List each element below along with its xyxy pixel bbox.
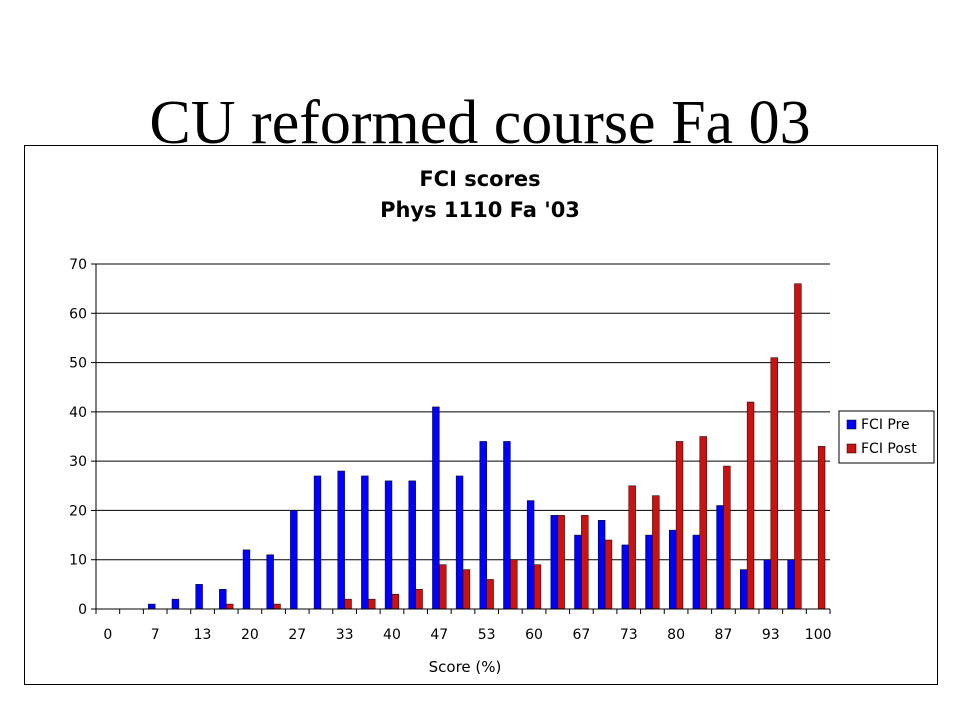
bar-pre-83: [692, 534, 701, 610]
bar-pre-53: [479, 441, 487, 610]
bar-post-60: [533, 564, 542, 610]
bar-post-17: [225, 603, 234, 610]
axes: [95, 264, 831, 614]
x-tick-label: 100: [805, 627, 832, 643]
bar-post-73: [628, 485, 636, 610]
bar-pre-13: [195, 584, 203, 610]
bar-pre-93: [763, 559, 772, 610]
x-tick-label: 93: [762, 627, 780, 643]
bar-post-40: [391, 593, 400, 610]
bar-post-87: [723, 465, 731, 610]
bar-pre-7: [148, 603, 156, 610]
bar-post-23: [273, 603, 281, 610]
x-tick-label: 33: [336, 627, 354, 643]
bar-pre-17: [219, 589, 227, 610]
y-tick-label: 10: [69, 553, 87, 569]
bar-pre-33: [337, 470, 345, 610]
x-tick-label: 7: [151, 627, 160, 643]
x-tick-label: 27: [288, 627, 306, 643]
y-tick-label: 30: [69, 454, 87, 470]
bar-post-50: [462, 569, 471, 610]
bar-post-33: [344, 598, 352, 610]
bar-pre-50: [455, 475, 464, 610]
legend-label-post: FCI Post: [861, 441, 917, 457]
bar-post-97: [794, 283, 802, 610]
bars: [148, 283, 826, 610]
x-tick-label: 40: [383, 627, 401, 643]
bar-post-77: [652, 495, 660, 610]
bar-pre-20: [242, 549, 251, 610]
bar-pre-10: [171, 598, 180, 610]
bar-post-70: [604, 539, 613, 610]
bar-post-100: [817, 446, 826, 610]
x-tick-label: 47: [430, 627, 448, 643]
bar-post-67: [581, 515, 589, 610]
bar-post-80: [675, 441, 684, 610]
legend-swatch-pre: [846, 419, 857, 430]
bar-post-63: [557, 515, 565, 610]
y-tick-label: 50: [69, 356, 87, 372]
x-tick-label: 67: [572, 627, 590, 643]
bar-pre-90: [740, 569, 748, 610]
bar-pre-73: [621, 544, 630, 610]
bar-post-37: [368, 598, 376, 610]
bar-pre-40: [384, 480, 393, 610]
bar-pre-77: [645, 534, 653, 610]
y-tick-label: 60: [69, 306, 87, 322]
x-tick-label: 80: [667, 627, 685, 643]
bar-pre-27: [290, 510, 298, 610]
bar-pre-23: [266, 554, 274, 610]
bar-post-83: [699, 436, 707, 610]
bar-post-57: [510, 559, 518, 610]
x-tick-label: 73: [620, 627, 638, 643]
bar-post-47: [439, 564, 447, 610]
x-tick-label: 60: [525, 627, 543, 643]
y-tick-labels: 0 10 20 30 40 50 60 70: [69, 257, 96, 618]
bar-pre-43: [408, 480, 416, 610]
x-tick-labels: 0 7 13 20 27 33 40 47 53 60 67 73 80 87 93 100: [103, 627, 831, 643]
y-tick-label: 70: [69, 257, 87, 273]
bar-pre-63: [550, 515, 558, 610]
x-tick-label: 53: [478, 627, 496, 643]
bar-pre-37: [361, 475, 369, 610]
legend-box: [838, 410, 935, 464]
bar-post-43: [415, 589, 423, 610]
legend: FCI Pre FCI Post: [838, 410, 935, 464]
bar-pre-70: [597, 520, 606, 610]
chart-subtitle: Phys 1110 Fa '03: [380, 198, 580, 222]
bar-post-93: [770, 357, 778, 610]
y-tick-label: 40: [69, 405, 87, 421]
x-tick-label: 20: [241, 627, 259, 643]
bar-pre-30: [313, 475, 322, 610]
y-tick-label: 20: [69, 503, 87, 519]
gridlines: [96, 263, 830, 561]
fci-bar-chart: FCI scores Phys 1110 Fa '03 0 10 20 30 40 50 6…: [69, 167, 935, 676]
bar-post-90: [746, 401, 755, 610]
bar-pre-80: [668, 529, 677, 610]
legend-swatch-post: [846, 443, 857, 454]
bar-pre-87: [716, 505, 724, 610]
slide-title: CU reformed course Fa 03: [149, 89, 811, 157]
y-tick-label: 0: [78, 602, 87, 618]
x-tick-label: 0: [103, 627, 112, 643]
bar-pre-97: [787, 559, 795, 610]
bar-pre-67: [574, 534, 582, 610]
chart-title: FCI scores: [419, 167, 540, 191]
x-axis-title: Score (%): [429, 658, 502, 676]
bar-post-53: [486, 579, 494, 610]
bar-pre-47: [432, 406, 440, 610]
x-tick-label: 87: [715, 627, 733, 643]
bar-pre-57: [503, 441, 511, 610]
x-tick-label: 13: [194, 627, 212, 643]
legend-label-pre: FCI Pre: [861, 417, 910, 433]
bar-pre-60: [526, 500, 535, 610]
